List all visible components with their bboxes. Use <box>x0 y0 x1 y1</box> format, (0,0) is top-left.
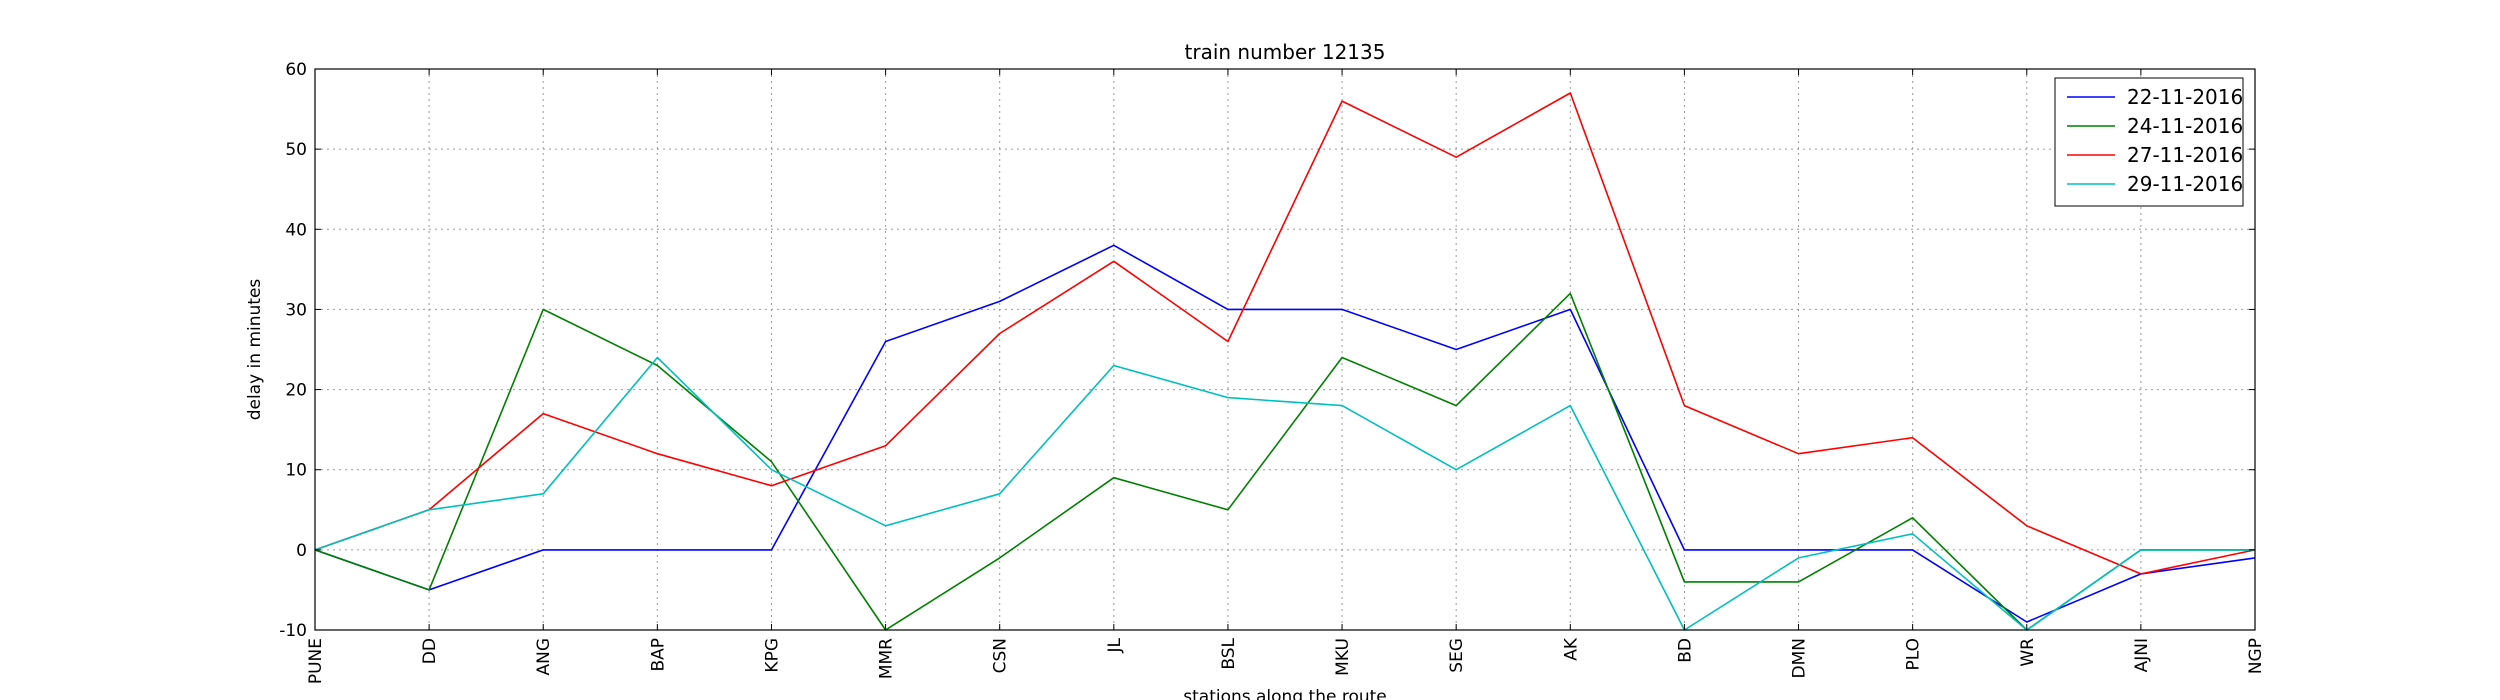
x-tick-label: BAP <box>648 638 668 672</box>
axis-ticks: PUNE DD ANG BAP KPG MMR CSN JL BSL MKU SEG AK BD DMN P… <box>279 60 2266 684</box>
legend-label: 22-11-2016 <box>2127 85 2243 109</box>
x-tick-label: CSN <box>991 638 1011 673</box>
y-tick-label: 40 <box>285 220 307 240</box>
x-tick-label: DMN <box>1790 638 1810 678</box>
x-tick-label: SEG <box>1447 638 1467 673</box>
legend: 22-11-2016 24-11-2016 27-11-2016 29-11-2016 <box>2054 77 2244 207</box>
plot-frame <box>314 68 2256 631</box>
legend-label: 29-11-2016 <box>2127 172 2243 196</box>
x-tick-label: BD <box>1675 638 1695 663</box>
x-tick-label: ANG <box>534 638 554 676</box>
x-tick-label: JL <box>1105 637 1125 653</box>
y-tick-label: 60 <box>285 60 307 80</box>
y-tick-label: 10 <box>285 461 307 481</box>
x-tick-label: BSL <box>1219 637 1239 669</box>
series-line-4 <box>314 356 2255 631</box>
grid-lines <box>314 68 2256 631</box>
x-tick-label: PLO <box>1904 638 1924 671</box>
series-lines <box>314 92 2256 631</box>
series-line-3 <box>314 92 2256 575</box>
x-axis-label: stations along the route <box>1183 687 1387 700</box>
legend-label: 27-11-2016 <box>2127 143 2243 167</box>
x-tick-label: AK <box>1561 637 1581 661</box>
x-tick-label: NGP <box>2246 638 2266 674</box>
y-tick-label: 50 <box>285 140 307 160</box>
x-tick-label: MMR <box>877 638 897 679</box>
y-tick-label: -10 <box>279 621 307 641</box>
x-tick-label: KPG <box>762 638 782 673</box>
chart-title: train number 12135 <box>1185 40 1386 64</box>
series-line-1 <box>314 244 2256 623</box>
x-tick-label: AJNI <box>2132 638 2152 672</box>
series-line-2 <box>314 292 2255 631</box>
x-tick-label: MKU <box>1333 638 1353 676</box>
y-tick-label: 20 <box>285 381 307 401</box>
y-axis-label: delay in minutes <box>245 279 265 421</box>
legend-label: 24-11-2016 <box>2127 114 2243 138</box>
x-tick-label: WR <box>2018 638 2038 667</box>
x-tick-label: DD <box>420 638 440 664</box>
x-tick-label: PUNE <box>306 638 326 684</box>
y-tick-label: 0 <box>296 541 307 561</box>
y-tick-label: 30 <box>285 300 307 320</box>
